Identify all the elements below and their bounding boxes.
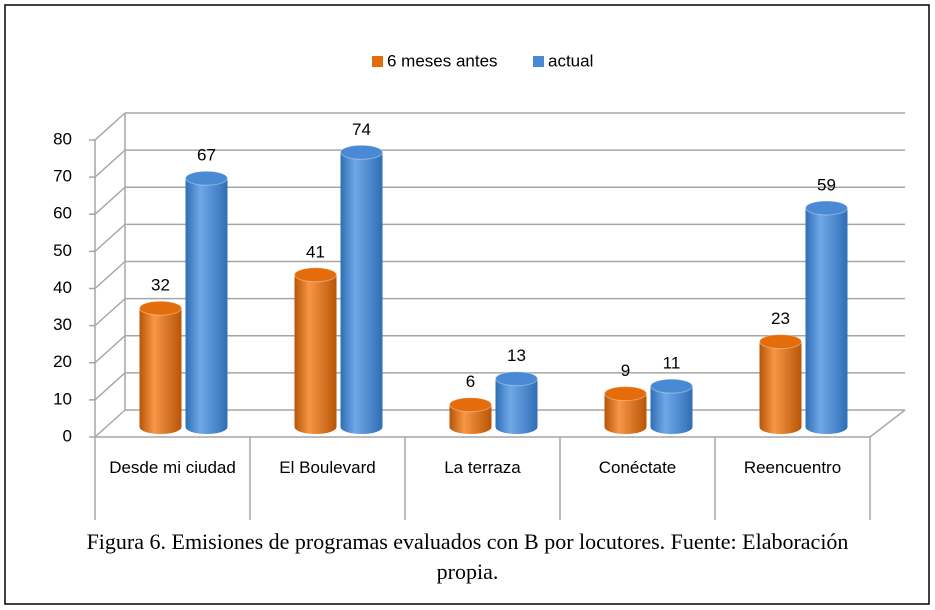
x-tick-label: Desde mi ciudad	[109, 458, 236, 477]
y-tick-label: 80	[53, 129, 72, 148]
y-tick-label: 30	[53, 315, 72, 334]
cylinder	[294, 267, 337, 434]
y-tick-label: 60	[53, 204, 72, 223]
cylinder	[495, 371, 538, 434]
legend-swatch	[372, 56, 383, 67]
frame	[4, 4, 930, 605]
cylinder	[185, 170, 228, 434]
data-label: 6	[466, 372, 475, 391]
x-tick-label: La terraza	[444, 458, 521, 477]
legend-label: 6 meses antes	[387, 51, 498, 70]
cylinder	[805, 200, 848, 434]
grid-line-side	[94, 372, 126, 401]
cylinder-top	[650, 378, 693, 394]
grid-line-side	[94, 112, 126, 141]
data-label: 59	[817, 175, 836, 194]
grid-line-side	[94, 260, 126, 290]
data-label: 32	[151, 276, 170, 295]
cylinder-body	[340, 152, 383, 427]
cylinder-top	[185, 170, 228, 186]
y-tick-label: 0	[63, 426, 72, 445]
cylinder-body	[185, 178, 228, 427]
data-label: 9	[621, 361, 630, 380]
cylinder-top	[139, 300, 182, 316]
data-label: 23	[771, 309, 790, 328]
x-tick-label: Conéctate	[598, 458, 677, 477]
cylinder-top	[495, 371, 538, 387]
grid-line-side	[94, 186, 126, 215]
legend-swatch	[533, 56, 544, 67]
data-label: 41	[306, 242, 325, 261]
data-label: 13	[507, 346, 526, 365]
grid-line-side	[94, 335, 126, 364]
x-tick-label: Reencuentro	[743, 458, 842, 477]
grid-line-side	[94, 409, 126, 438]
y-tick-label: 20	[53, 352, 72, 371]
grid-line-side	[94, 149, 126, 178]
cylinder-top	[805, 200, 848, 216]
cylinder	[650, 378, 693, 434]
cylinder	[340, 144, 383, 434]
cylinder-body	[495, 378, 538, 427]
cylinder-body	[805, 207, 848, 427]
cylinder	[759, 334, 802, 434]
cylinder-top	[604, 386, 647, 402]
cylinder-top	[294, 267, 337, 283]
floor-right	[869, 409, 906, 438]
x-tick-label: El Boulevard	[279, 458, 376, 477]
y-tick-label: 40	[53, 278, 72, 297]
y-tick-label: 70	[53, 167, 72, 186]
cylinder-body	[294, 274, 337, 427]
grid-line-side	[94, 223, 126, 252]
y-tick-label: 10	[53, 389, 72, 408]
data-label: 74	[352, 120, 371, 139]
grid-line-side	[94, 298, 126, 327]
data-label: 67	[197, 146, 216, 165]
cylinder-top	[759, 334, 802, 350]
y-tick-label: 50	[53, 241, 72, 260]
cylinder-body	[139, 308, 182, 427]
data-label: 11	[663, 354, 681, 373]
cylinder	[139, 300, 182, 434]
cylinder	[604, 386, 647, 434]
cylinder-top	[340, 144, 383, 160]
legend-label: actual	[548, 51, 593, 70]
cylinder-body	[759, 341, 802, 427]
caption: Figura 6. Emisiones de programas evaluad…	[86, 529, 849, 584]
cylinder	[449, 397, 492, 434]
cylinder-top	[449, 397, 492, 413]
